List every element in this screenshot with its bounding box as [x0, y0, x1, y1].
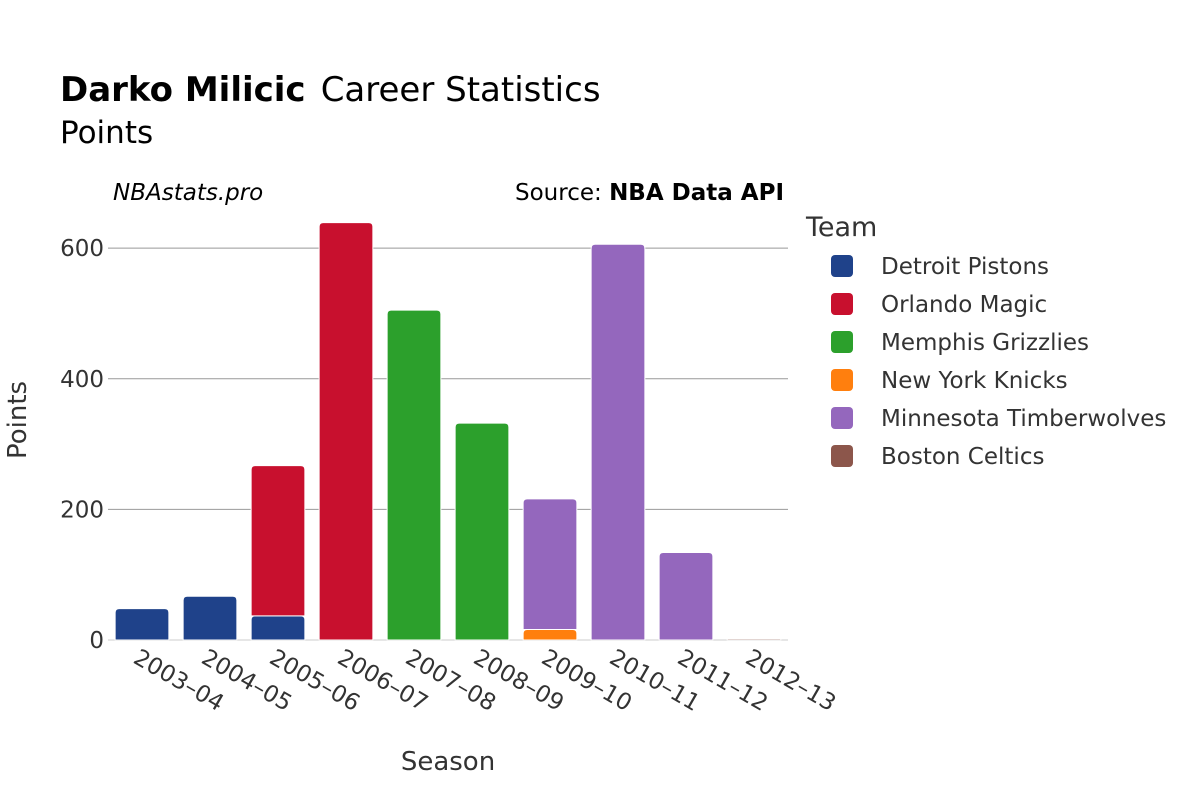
bar-segment [522, 498, 578, 631]
legend-item[interactable]: Orlando Magic [831, 292, 1047, 318]
source-name: NBA Data API [609, 180, 784, 206]
legend-label: Orlando Magic [881, 292, 1047, 318]
legend-item[interactable]: Memphis Grizzlies [831, 330, 1089, 356]
y-tick-label: 400 [60, 367, 104, 393]
legend-item[interactable]: Boston Celtics [831, 444, 1044, 470]
title-rest: Career Statistics [321, 70, 601, 110]
source-text: Source: NBA Data API [515, 180, 784, 206]
legend-swatch [831, 331, 853, 353]
y-tick-label: 0 [89, 628, 104, 654]
bar-segment [454, 422, 510, 641]
y-axis-title: Points [3, 381, 33, 459]
legend-label: Memphis Grizzlies [881, 330, 1089, 356]
legend-swatch [831, 293, 853, 315]
bar-segment [114, 608, 170, 641]
legend-swatch [831, 407, 853, 429]
credit-text: NBAstats.pro [113, 180, 263, 206]
legend-label: Minnesota Timberwolves [881, 406, 1166, 432]
y-axis-ticks: 0 200 400 600 [60, 236, 104, 654]
y-tick-label: 600 [60, 236, 104, 262]
bar-segment [386, 309, 442, 641]
legend: Detroit Pistons Orlando Magic Memphis Griz… [831, 254, 1166, 470]
bar-segment [522, 629, 578, 641]
legend-swatch [831, 255, 853, 277]
bar-segment [726, 638, 782, 641]
legend-label: New York Knicks [881, 368, 1068, 394]
legend-swatch [831, 445, 853, 467]
bars [114, 222, 782, 641]
legend-item[interactable]: Detroit Pistons [831, 254, 1049, 280]
legend-swatch [831, 369, 853, 391]
bar-segment [318, 222, 374, 641]
source-prefix: Source: [515, 180, 609, 206]
chart-subtitle: Points [60, 115, 153, 151]
bar-segment [182, 595, 238, 641]
bar-segment [250, 465, 306, 617]
legend-item[interactable]: New York Knicks [831, 368, 1068, 394]
x-axis-ticks: 2003–042004–052005–062006–072007–082008–… [129, 645, 840, 717]
bar-segment [250, 615, 306, 641]
legend-label: Detroit Pistons [881, 254, 1049, 280]
legend-label: Boston Celtics [881, 444, 1044, 470]
y-tick-label: 200 [60, 497, 104, 523]
chart-title: Darko Milicic Career Statistics [60, 70, 601, 110]
x-axis-title: Season [401, 747, 495, 777]
bar-segment [658, 551, 714, 641]
bar-segment [590, 243, 646, 641]
legend-item[interactable]: Minnesota Timberwolves [831, 406, 1166, 432]
title-player: Darko Milicic [60, 70, 306, 110]
legend-title: Team [805, 212, 877, 243]
